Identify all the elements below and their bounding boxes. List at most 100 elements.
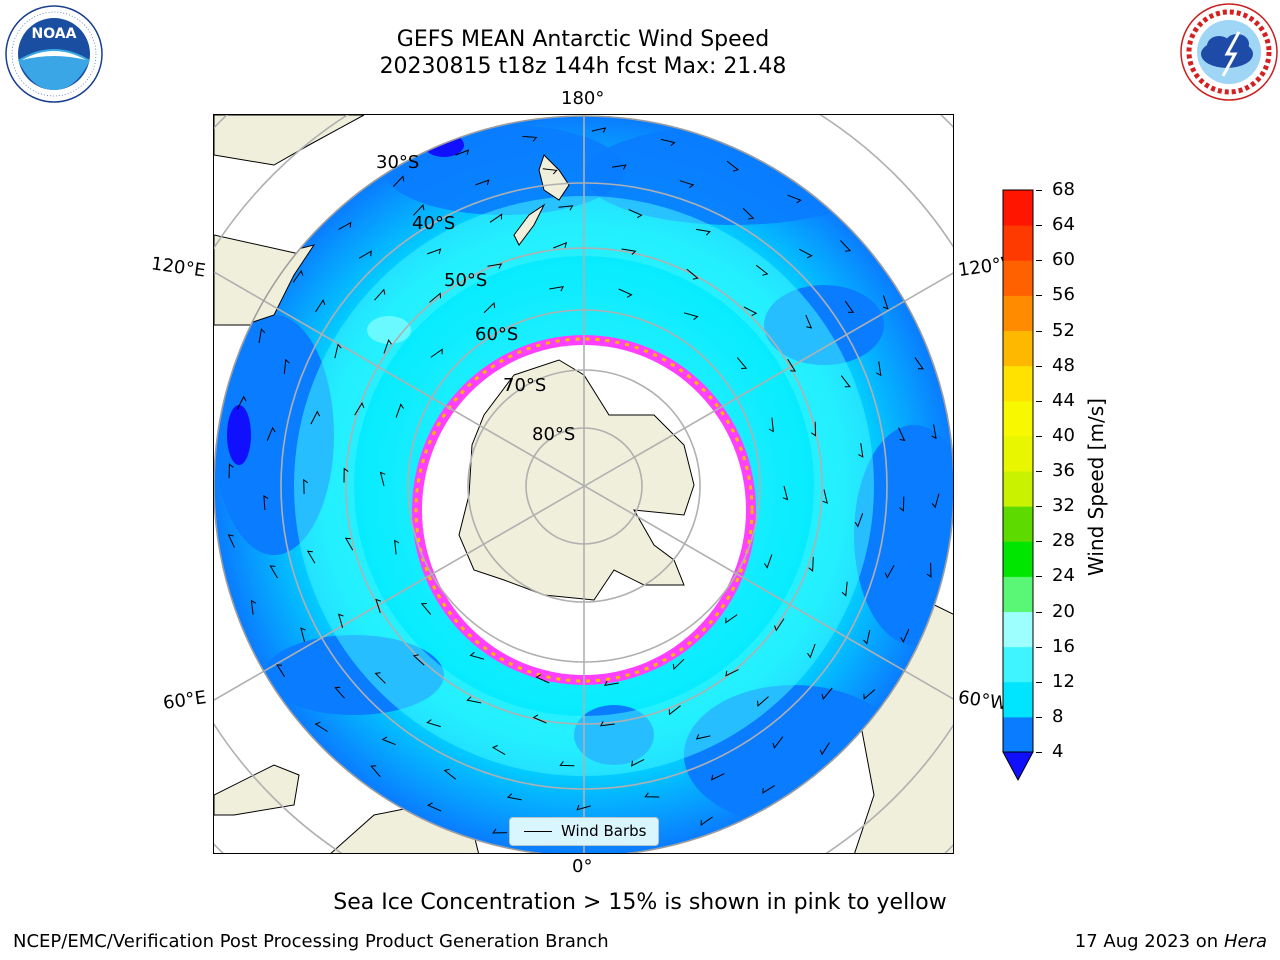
wind-barb [679, 180, 695, 189]
wind-barb [374, 672, 386, 684]
wind-barb [821, 687, 833, 700]
wind-barb [310, 410, 321, 425]
wind-barb [227, 534, 235, 548]
colorbar-tick-label: 64 [1052, 214, 1075, 236]
wind-barb [757, 696, 769, 707]
wind-barb [392, 175, 405, 187]
wind-barb [787, 358, 797, 372]
colorbar-segment [1003, 330, 1033, 367]
colorbar-tick-mark [1036, 225, 1042, 227]
colorbar-tick-mark [1036, 646, 1042, 648]
colorbar-tick-label: 48 [1052, 354, 1075, 376]
wind-barb [489, 213, 503, 223]
wind-barb [611, 164, 627, 170]
wind-barb [455, 149, 470, 156]
wind-barb [475, 179, 490, 186]
wind-barb [506, 793, 522, 801]
colorbar-tick-label: 56 [1052, 284, 1075, 306]
wind-barb [668, 705, 681, 716]
wind-barb [774, 618, 785, 632]
colorbar-segment [1003, 611, 1033, 648]
colorbar-segment [1003, 190, 1033, 226]
wind-barb [576, 804, 591, 811]
colorbar-segment [1003, 541, 1033, 577]
wind-barb [558, 205, 574, 211]
parallel-label-30s: 30°S [376, 152, 420, 173]
wind-barb [695, 228, 711, 236]
colorbar-tick-mark [1036, 330, 1042, 332]
colorbar-segment [1003, 365, 1033, 402]
wind-barb [314, 721, 328, 732]
colorbar-tick-mark [1036, 400, 1042, 402]
colorbar-tick-mark [1036, 471, 1042, 472]
wind-barb [725, 669, 739, 677]
parallel-label-40s: 40°S [412, 213, 456, 234]
wind-barb [884, 564, 895, 579]
colorbar-tick-mark [1036, 295, 1042, 297]
wind-barb [711, 773, 725, 781]
colorbar-tick-mark [1036, 611, 1042, 613]
svg-text:NOAA: NOAA [32, 26, 77, 42]
wind-barb [276, 664, 286, 677]
chart-subtitle: 20230815 t18z 144h fcst Max: 21.48 [379, 54, 787, 79]
wind-barb [383, 338, 392, 354]
colorbar-tick-label: 68 [1052, 179, 1075, 200]
colorbar-tick-mark [1036, 260, 1042, 262]
wind-barb [466, 696, 482, 704]
wind-barb [863, 629, 871, 645]
wind-barb [900, 628, 910, 643]
colorbar-segment [1003, 576, 1033, 612]
colorbar-segment [1003, 400, 1033, 437]
wind-barb [315, 299, 326, 313]
wind-barb [375, 598, 381, 613]
wind-barb [726, 160, 740, 172]
colorbar-segment [1003, 506, 1033, 542]
wind-barb [811, 421, 817, 437]
wind-barb [413, 204, 425, 216]
wind-barb [430, 348, 443, 358]
colorbar-tick-mark [1036, 716, 1042, 718]
wind-barb [427, 248, 442, 255]
wind-barb [426, 719, 441, 728]
parallel-label-80s: 80°S [532, 424, 576, 445]
wind-barb [840, 375, 851, 388]
wind-barb [549, 285, 564, 292]
wind-barb [725, 614, 738, 624]
wind-barb [926, 562, 932, 578]
wind-barb [822, 489, 828, 504]
colorbar-segment [1003, 435, 1033, 472]
wind-barb [535, 674, 550, 684]
wind-barb [700, 816, 713, 826]
wind-barb [258, 328, 266, 344]
date-stamp: 17 Aug 2023 on Hera [1075, 931, 1267, 952]
wind-barb [250, 599, 257, 615]
parallel-label-50s: 50°S [444, 270, 488, 291]
meridian-label-60e: 60°E [161, 687, 208, 714]
colorbar-tick-label: 44 [1052, 389, 1075, 411]
colorbar-segment [1003, 716, 1033, 753]
colorbar-tick-mark [1036, 190, 1042, 191]
colorbar-label: Wind Speed [m/s] [1084, 398, 1108, 576]
wind-barb [631, 758, 645, 767]
wind-barb [742, 208, 755, 220]
wind-barb [660, 138, 676, 147]
wind-barb [379, 471, 386, 487]
wind-barb [686, 268, 699, 280]
wind-barb [683, 312, 699, 321]
colorbar-tick-label: 16 [1052, 635, 1075, 657]
colorbar-segment [1003, 681, 1033, 718]
meridian-label-120e: 120°E [149, 253, 207, 282]
wind-barb [395, 403, 405, 418]
colorbar-segment [1003, 471, 1033, 507]
wind-barb [768, 417, 774, 433]
wind-barb [374, 288, 386, 301]
colorbar-segment [1003, 646, 1033, 683]
wind-barb [236, 395, 247, 410]
colorbar-tick-label: 20 [1052, 600, 1075, 622]
wind-barb [354, 401, 365, 416]
colorbar [1002, 189, 1034, 782]
wind-barb [782, 485, 789, 501]
wind-barb [358, 250, 372, 259]
wind-barb [695, 734, 711, 740]
wind-barb [394, 539, 400, 555]
